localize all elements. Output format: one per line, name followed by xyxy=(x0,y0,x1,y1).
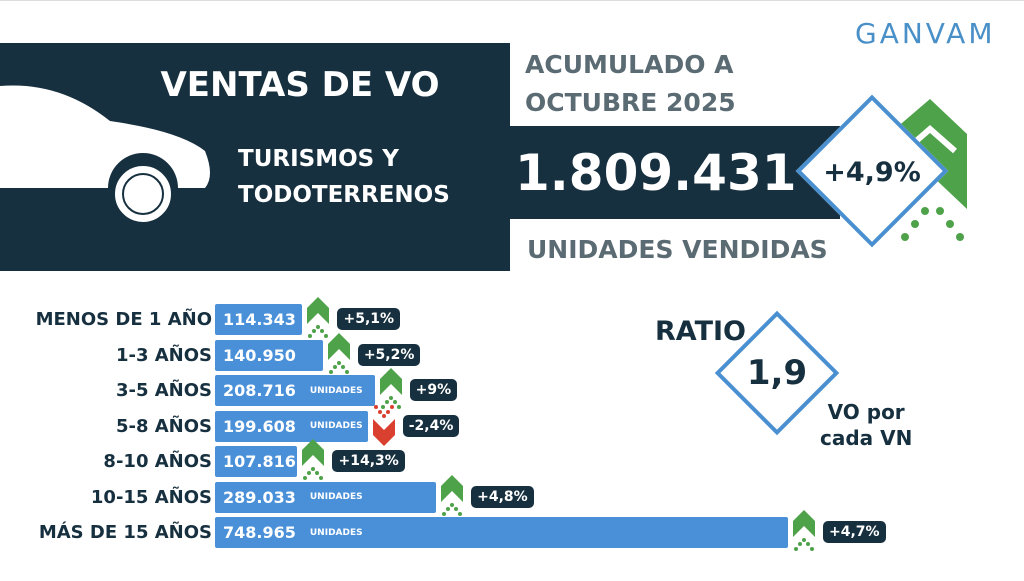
bar: 199.608 UNIDADES xyxy=(215,410,368,442)
ratio-desc-line1: VO por xyxy=(827,400,905,424)
change-badge: -2,4% xyxy=(402,414,460,437)
segment-line1: TURISMOS Y xyxy=(238,146,399,172)
category-label: 3-5 AÑOS xyxy=(115,380,212,401)
page-title: VENTAS DE VO xyxy=(160,64,440,105)
category-label: 1-3 AÑOS xyxy=(115,344,212,366)
change-badge: +5,2% xyxy=(357,343,421,366)
trend-up-icon xyxy=(302,439,325,480)
ratio-label: RATIO xyxy=(655,316,747,347)
bar: 208.716 UNIDADES xyxy=(215,375,375,406)
accumulated-date: OCTUBRE 2025 xyxy=(525,88,736,117)
category-label: MENOS DE 1 AÑO xyxy=(35,309,212,330)
category-label: 5-8 AÑOS xyxy=(115,415,212,437)
car-icon xyxy=(0,85,210,226)
bar-unit: UNIDADES xyxy=(309,421,363,431)
bar-value: 208.716 xyxy=(223,381,296,400)
category-label: MÁS DE 15 AÑOS xyxy=(38,522,212,543)
units-sold-label: UNIDADES VENDIDAS xyxy=(527,235,828,264)
accumulated-label: ACUMULADO A xyxy=(525,50,734,79)
category-label: 10-15 AÑOS xyxy=(90,486,212,508)
bar-value: 748.965 xyxy=(223,523,296,542)
bar-unit: UNIDADES xyxy=(309,527,363,538)
bar-unit: UNIDADES xyxy=(309,385,363,396)
bar: 140.950 xyxy=(215,339,323,371)
bar-value: 199.608 xyxy=(223,416,296,436)
trend-down-icon xyxy=(372,404,395,446)
change-badge: +9% xyxy=(409,379,458,401)
bar-value: 107.816 xyxy=(223,452,296,471)
bar: 107.816 xyxy=(215,446,298,477)
bar: 748.965 UNIDADES xyxy=(215,517,788,548)
bar-unit: UNIDADES xyxy=(309,492,363,502)
trend-up-icon xyxy=(441,474,464,516)
bar: 114.343 xyxy=(215,304,303,335)
ratio-desc-line2: cada VN xyxy=(820,426,913,450)
total-change: +4,9% xyxy=(823,157,921,188)
total-units: 1.809.431 xyxy=(515,144,797,202)
change-badge: +14,3% xyxy=(332,450,405,472)
change-badge: +4,8% xyxy=(471,485,534,508)
trend-up-icon xyxy=(793,510,815,551)
change-badge: +5,1% xyxy=(337,308,401,330)
lower-band xyxy=(0,219,510,271)
category-label: 8-10 AÑOS xyxy=(103,451,212,472)
ganvam-logo: GANVAM xyxy=(855,17,996,50)
segment-line2: TODOTERRENOS xyxy=(238,182,450,208)
bar-value: 140.950 xyxy=(223,345,296,365)
trend-up-icon xyxy=(307,297,330,338)
trend-up-icon xyxy=(327,332,350,374)
change-badge: +4,7% xyxy=(823,521,886,543)
bar-value: 114.343 xyxy=(223,310,296,329)
bar-value: 289.033 xyxy=(223,487,296,507)
trend-up-icon xyxy=(379,368,402,409)
bar: 289.033 UNIDADES xyxy=(215,481,437,513)
ratio-value: 1,9 xyxy=(746,353,808,393)
